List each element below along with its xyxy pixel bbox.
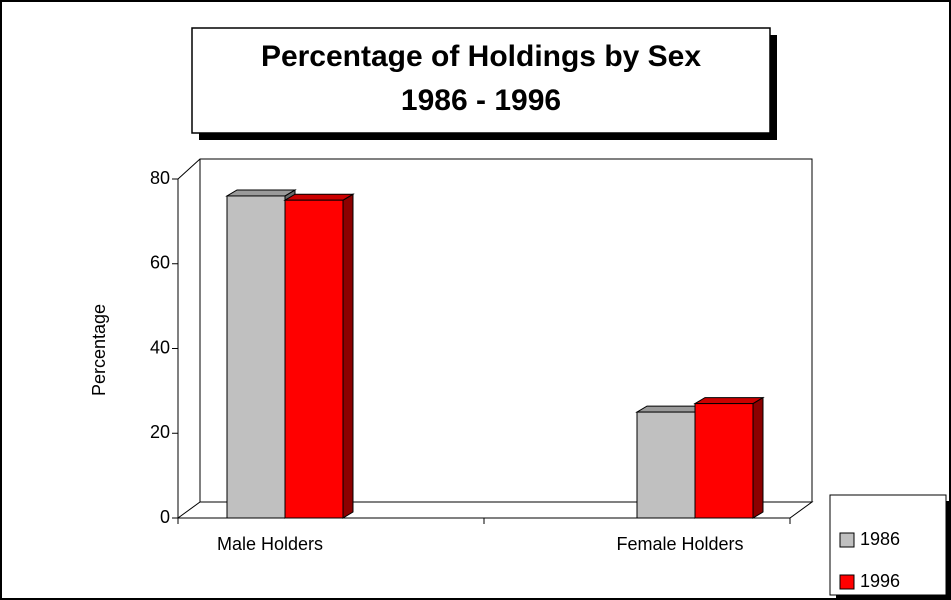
x-tick-label: Female Holders [616,534,743,554]
bar-side [342,193,354,519]
bar [226,195,286,519]
bar-top [693,397,765,405]
bar-side [752,396,764,519]
y-tick-label: 60 [150,253,170,273]
bar [636,411,696,519]
title-box [191,27,771,134]
y-tick-label: 80 [150,168,170,188]
legend-label: 1986 [860,529,900,549]
x-tick-label: Male Holders [217,534,323,554]
bar-top [225,189,297,197]
bar [284,199,344,519]
y-tick-label: 0 [160,507,170,527]
y-tick-label: 40 [150,337,170,357]
chart-title: Percentage of Holdings by Sex [261,40,701,73]
chart-subtitle: 1986 - 1996 [401,84,561,117]
y-tick-label: 20 [150,422,170,442]
bar [694,403,754,519]
bar-top [283,193,355,201]
legend-label: 1996 [860,571,900,591]
legend-swatch [839,532,855,548]
legend-swatch [839,574,855,590]
y-axis-label: Percentage [89,304,109,396]
back-wall [177,158,813,503]
